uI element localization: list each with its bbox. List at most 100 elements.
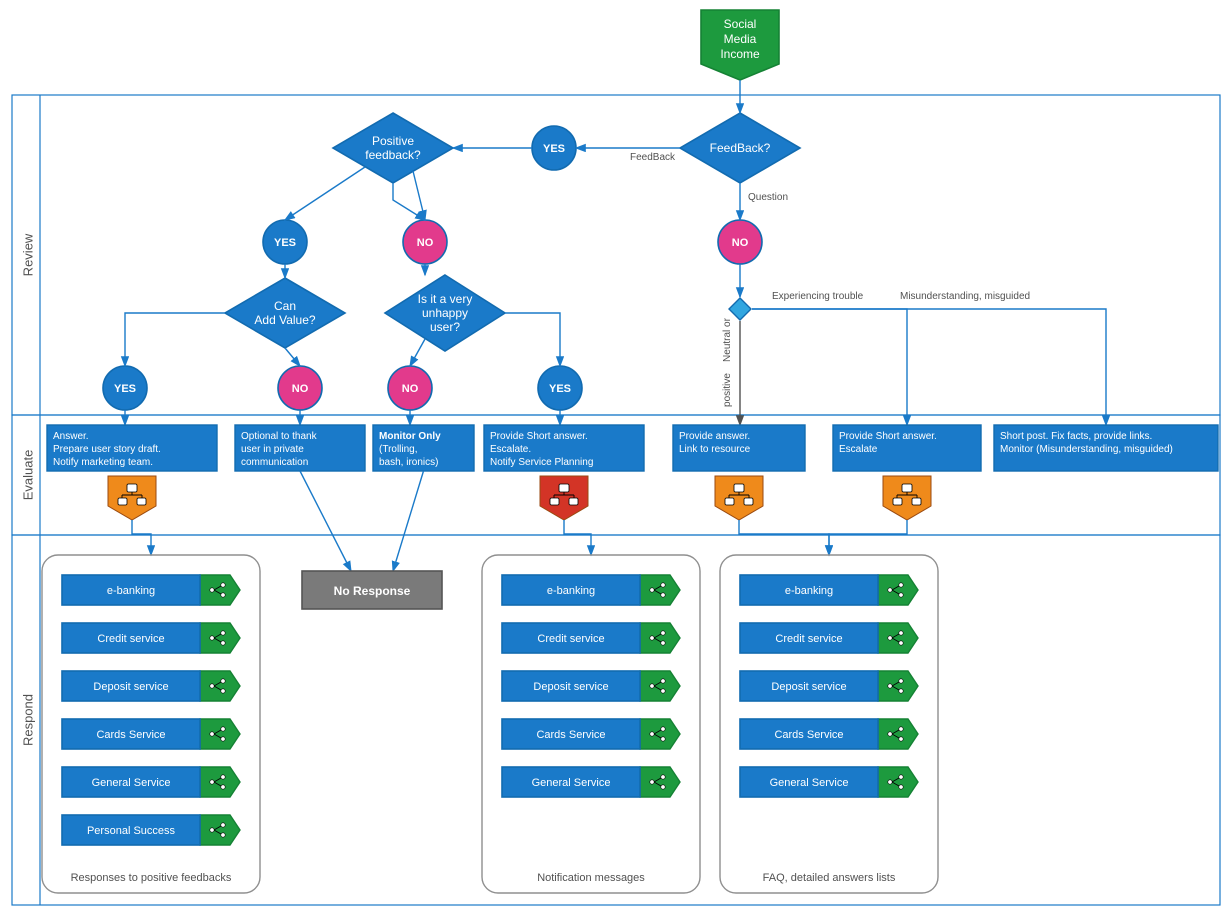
- service-label: Cards Service: [96, 729, 165, 741]
- eval-shortpost-line1: Short post. Fix facts, provide links.: [1000, 431, 1152, 442]
- circle-label-yes_unh: YES: [549, 383, 571, 395]
- eval-shortpost-line2: Monitor (Misunderstanding, misguided): [1000, 444, 1173, 455]
- edge: [285, 348, 300, 366]
- edge-label-mis: Misunderstanding, misguided: [900, 291, 1030, 302]
- start-banner-line1: Social: [724, 17, 757, 31]
- swimlane-review: Review: [12, 95, 1220, 415]
- circle-yes_pos: YES: [263, 220, 307, 264]
- circle-label-no_add: NO: [292, 383, 309, 395]
- service-item: e-banking: [502, 575, 680, 605]
- eval-box-answer: Answer. Prepare user story draft. Notify m…: [47, 425, 217, 520]
- eval-short2-line1: Provide Short answer.: [839, 431, 937, 442]
- group-g2: Notification messages e-banking Credit ser…: [482, 555, 700, 893]
- eval-optional-line3: communication: [241, 457, 308, 468]
- eval-provide-line1: Provide answer.: [679, 431, 750, 442]
- positive-label-l2: feedback?: [365, 148, 421, 162]
- no-response-label: No Response: [334, 584, 411, 598]
- edge-label-exp: Experiencing trouble: [772, 291, 864, 302]
- eval-answer-line1: Answer.: [53, 431, 89, 442]
- circle-yes_unh: YES: [538, 366, 582, 410]
- start-banner-line3: Income: [720, 47, 760, 61]
- pennant: [715, 476, 763, 520]
- addvalue-label-l2: Add Value?: [254, 313, 315, 327]
- eval-box-short2: Provide Short answer. Escalate: [833, 425, 981, 520]
- service-item: Deposit service: [502, 671, 680, 701]
- eval-box-monitor: Monitor Only(Trolling,bash, ironics): [373, 425, 474, 471]
- edge: [285, 167, 365, 220]
- eval-answer-line3: Notify marketing team.: [53, 457, 153, 468]
- circle-no_add: NO: [278, 366, 322, 410]
- pennant: [883, 476, 931, 520]
- service-item: General Service: [62, 767, 240, 797]
- circle-label-no_pos: NO: [417, 237, 434, 249]
- eval-provide-line2: Link to resource: [679, 444, 751, 455]
- service-label: Deposit service: [771, 681, 846, 693]
- service-label: Credit service: [537, 633, 604, 645]
- edge: [829, 520, 907, 555]
- diamond-positive: Positivefeedback?: [333, 113, 453, 183]
- service-label: Credit service: [97, 633, 164, 645]
- service-label: General Service: [92, 777, 171, 789]
- service-item: Deposit service: [62, 671, 240, 701]
- service-item: General Service: [740, 767, 918, 797]
- circle-yes_add: YES: [103, 366, 147, 410]
- swimlane-label-review: Review: [20, 233, 35, 276]
- edge: [410, 339, 425, 366]
- edge: [505, 313, 560, 366]
- eval-short2-line2: Escalate: [839, 444, 878, 455]
- service-item: e-banking: [62, 575, 240, 605]
- circle-label-yes_pos: YES: [274, 237, 296, 249]
- circle-label-yes_add: YES: [114, 383, 136, 395]
- diamond-addvalue: CanAdd Value?: [225, 278, 345, 348]
- eval-optional-line2: user in private: [241, 444, 304, 455]
- service-label: e-banking: [785, 585, 833, 597]
- group-title-g1: Responses to positive feedbacks: [71, 872, 232, 884]
- service-item: Credit service: [62, 623, 240, 653]
- service-item: Credit service: [740, 623, 918, 653]
- service-item: Credit service: [502, 623, 680, 653]
- addvalue-label-l1: Can: [274, 299, 296, 313]
- eval-answer-line2: Prepare user story draft.: [53, 444, 161, 455]
- circle-no_pos: NO: [403, 220, 447, 264]
- service-label: Cards Service: [774, 729, 843, 741]
- unhappy-label-l2: unhappy: [422, 306, 468, 320]
- circle-label-no_fb: NO: [732, 237, 749, 249]
- edge: [752, 309, 1106, 425]
- service-item: Deposit service: [740, 671, 918, 701]
- service-label: Credit service: [775, 633, 842, 645]
- circle-yes_fb: YES: [532, 126, 576, 170]
- service-label: Deposit service: [533, 681, 608, 693]
- no-response: No Response: [302, 571, 442, 609]
- swimlane-label-evaluate: Evaluate: [20, 450, 35, 501]
- edge: [393, 471, 424, 571]
- eval-box-optional: Optional to thank user in private communic…: [235, 425, 365, 471]
- eval-optional-line1: Optional to thank: [241, 431, 318, 442]
- circle-no_unh: NO: [388, 366, 432, 410]
- service-item: e-banking: [740, 575, 918, 605]
- service-label: Deposit service: [93, 681, 168, 693]
- edge-label-neutral_l2: positive: [722, 373, 733, 407]
- pennant: [540, 476, 588, 520]
- circle-label-yes_fb: YES: [543, 143, 565, 155]
- positive-label-l1: Positive: [372, 134, 414, 148]
- edge: [413, 171, 425, 220]
- eval-box-shortpost: Short post. Fix facts, provide links. Mon…: [994, 425, 1218, 471]
- unhappy-label-l1: Is it a very: [418, 292, 473, 306]
- edge: [739, 520, 829, 555]
- service-item: Cards Service: [62, 719, 240, 749]
- eval-monitor-line2: (Trolling,: [379, 444, 418, 455]
- circle-label-no_unh: NO: [402, 383, 419, 395]
- unhappy-label-l3: user?: [430, 320, 460, 334]
- edge-label-feedback_l: FeedBack: [630, 152, 676, 163]
- service-item: Cards Service: [502, 719, 680, 749]
- edge: [564, 520, 591, 555]
- service-label: General Service: [532, 777, 611, 789]
- circle-no_fb: NO: [718, 220, 762, 264]
- flowchart: ReviewEvaluateRespondSocialMediaIncomeFe…: [0, 0, 1232, 916]
- eval-box-provide: Provide answer. Link to resource: [673, 425, 805, 520]
- diamond-feedback: FeedBack?: [680, 113, 800, 183]
- eval-short1-line1: Provide Short answer.: [490, 431, 588, 442]
- service-label: General Service: [770, 777, 849, 789]
- eval-monitor-line3: bash, ironics): [379, 457, 438, 468]
- group-title-g2: Notification messages: [537, 872, 645, 884]
